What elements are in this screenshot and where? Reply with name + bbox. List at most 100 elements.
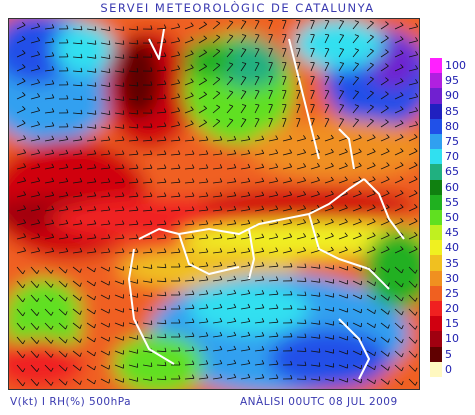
wind-barb-flag	[360, 308, 362, 313]
wind-barb-flag	[372, 148, 376, 152]
wind-barb	[184, 237, 195, 240]
wind-barb	[240, 35, 247, 44]
wind-barb-flag	[229, 20, 234, 23]
wind-barb-flag	[108, 110, 111, 115]
wind-barb-flag	[275, 346, 279, 351]
wind-barb	[44, 322, 52, 330]
wind-barb	[170, 181, 181, 184]
wind-barb-flag	[149, 206, 153, 211]
wind-barb-flag	[190, 64, 194, 68]
wind-barb	[86, 139, 96, 142]
wind-barb-flag	[50, 297, 54, 302]
wind-barb	[366, 137, 376, 142]
wind-barb	[380, 107, 389, 114]
wind-barb	[44, 69, 54, 72]
wind-barb	[86, 378, 95, 385]
legend-row: 90	[430, 88, 474, 104]
wind-barb-flag	[50, 381, 54, 386]
wind-barb	[58, 350, 66, 358]
wind-barb-flag	[261, 276, 265, 280]
wind-barb-flag	[242, 104, 247, 106]
legend-row: 50	[430, 209, 474, 226]
wind-barb-flag	[205, 304, 209, 309]
wind-barb	[100, 42, 110, 45]
wind-barb	[198, 139, 208, 142]
wind-barb	[240, 21, 247, 30]
wind-barb	[394, 322, 402, 330]
wind-barb	[30, 124, 40, 128]
wind-barb	[338, 165, 348, 170]
wind-barb-flag	[149, 192, 153, 197]
wind-barb-flag	[178, 277, 181, 282]
wind-barb	[366, 151, 376, 156]
wind-barb	[380, 121, 389, 128]
wind-barb-flag	[229, 76, 234, 79]
wind-barb-flag	[205, 234, 209, 239]
wind-barb-flag	[65, 381, 68, 386]
wind-barb-flag	[247, 163, 251, 168]
wind-barb	[268, 48, 273, 58]
wind-barb	[16, 52, 26, 58]
wind-barb	[72, 153, 82, 156]
wind-barb	[408, 378, 416, 386]
wind-barb-flag	[318, 292, 321, 297]
legend-swatch	[430, 133, 442, 150]
wind-barb-flag	[344, 232, 348, 237]
wind-barb	[142, 167, 153, 170]
wind-barb-flag	[163, 136, 167, 141]
wind-barb	[156, 223, 167, 226]
wind-barb-flag	[401, 325, 404, 330]
wind-barb-flag	[261, 318, 265, 322]
wind-barb-flag	[369, 118, 374, 122]
wind-barb	[380, 51, 389, 58]
wind-barb-flag	[122, 82, 125, 87]
wind-barb-flag	[247, 205, 251, 210]
wind-barb-flag	[360, 266, 362, 271]
wind-barb-flag	[23, 205, 27, 210]
wind-barb	[310, 180, 320, 184]
wind-barb-flag	[216, 118, 221, 122]
wind-barb-flag	[108, 351, 110, 356]
wind-barb-flag	[121, 234, 125, 239]
wind-barb	[128, 350, 138, 354]
wind-barb-flag	[94, 82, 97, 87]
wind-barb	[72, 98, 83, 101]
wind-barb	[296, 180, 306, 184]
wind-barb	[212, 78, 221, 86]
wind-barb	[282, 152, 292, 156]
wind-barb-flag	[324, 34, 329, 36]
wind-barb-flag	[163, 164, 167, 169]
wind-barb	[366, 308, 375, 315]
wind-barb	[212, 293, 222, 296]
wind-barb	[324, 137, 334, 142]
wind-barb	[212, 167, 222, 170]
wind-barb-flag	[316, 176, 320, 181]
wind-barb	[114, 237, 125, 240]
wind-barb-flag	[261, 247, 265, 252]
wind-barb	[324, 76, 330, 86]
wind-barb-flag	[37, 177, 41, 182]
wind-barb	[184, 181, 195, 184]
wind-barb-flag	[65, 219, 69, 224]
wind-barb	[100, 336, 110, 342]
wind-barb	[156, 27, 167, 30]
wind-barb	[254, 236, 264, 240]
wind-barb-flag	[414, 218, 418, 222]
wind-barb	[44, 336, 52, 344]
wind-barb	[310, 90, 315, 100]
wind-barb-flag	[164, 263, 167, 268]
wind-barb-flag	[387, 282, 390, 287]
wind-barb-flag	[386, 176, 390, 180]
wind-barb	[86, 308, 95, 315]
wind-barb	[324, 221, 334, 226]
wind-barb-flag	[400, 190, 404, 194]
wind-barb	[170, 82, 180, 86]
variable-label: V(kt) I RH(%) 500hPa	[10, 396, 132, 408]
wind-barb	[44, 250, 54, 254]
wind-barb	[58, 195, 68, 198]
wind-barb	[254, 335, 264, 338]
wind-barb-flag	[324, 118, 329, 120]
wind-barb-flag	[150, 278, 153, 283]
wind-barb	[296, 34, 301, 44]
wind-barb	[44, 280, 52, 288]
